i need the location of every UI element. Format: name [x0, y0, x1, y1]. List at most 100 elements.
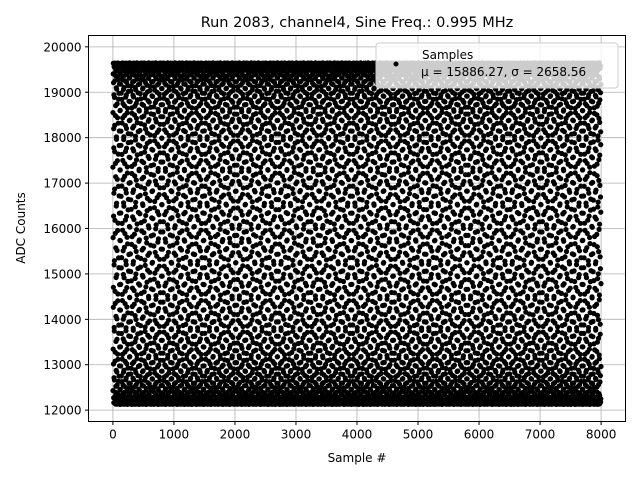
data-point — [390, 315, 397, 321]
data-point — [382, 172, 388, 178]
data-point — [275, 333, 281, 339]
data-point — [352, 203, 358, 209]
data-point — [367, 166, 373, 172]
data-point — [133, 271, 139, 277]
data-point — [224, 246, 230, 252]
data-point — [290, 213, 297, 219]
data-point — [192, 333, 198, 339]
data-point — [127, 333, 134, 340]
data-point — [369, 264, 375, 270]
data-point — [281, 336, 287, 342]
data-point — [216, 335, 223, 341]
data-point — [114, 272, 120, 278]
data-point — [355, 346, 361, 352]
data-point — [114, 176, 120, 182]
data-point — [391, 290, 398, 296]
data-point — [363, 244, 369, 250]
data-point — [307, 135, 313, 141]
data-point — [231, 277, 237, 283]
data-point — [282, 297, 288, 303]
data-point — [211, 99, 217, 105]
data-point — [401, 347, 407, 353]
data-point — [355, 284, 361, 291]
data-point — [153, 222, 159, 228]
data-point — [204, 367, 210, 373]
data-point — [265, 307, 271, 313]
data-point — [401, 163, 407, 169]
data-point — [169, 215, 175, 221]
data-point — [332, 297, 338, 303]
data-point — [185, 275, 192, 281]
data-point — [114, 86, 120, 92]
data-point — [173, 332, 179, 338]
data-point — [172, 355, 178, 361]
data-point — [115, 291, 121, 297]
data-point — [304, 323, 310, 329]
data-point — [407, 262, 413, 268]
data-point — [364, 204, 370, 210]
data-point — [198, 297, 204, 304]
data-point — [246, 168, 252, 174]
data-point — [176, 324, 182, 330]
data-point — [233, 215, 239, 221]
data-point — [317, 215, 323, 221]
data-point — [198, 351, 204, 357]
data-point — [362, 187, 368, 193]
data-point — [153, 153, 159, 159]
data-point — [147, 205, 153, 212]
data-point — [197, 248, 204, 254]
data-point — [225, 324, 232, 330]
data-point — [381, 188, 387, 194]
data-point — [378, 198, 384, 204]
data-point — [404, 196, 410, 202]
data-point — [281, 177, 287, 183]
data-point — [147, 366, 153, 372]
data-point — [322, 305, 329, 311]
data-point — [111, 213, 117, 219]
data-point — [208, 105, 214, 112]
data-point — [118, 363, 124, 369]
data-point — [224, 229, 230, 235]
data-point — [239, 212, 245, 218]
data-point — [216, 137, 222, 143]
data-point — [281, 271, 287, 277]
data-point — [128, 197, 134, 203]
data-point — [160, 299, 166, 305]
data-point — [284, 166, 290, 173]
data-point — [128, 88, 134, 94]
data-point — [137, 323, 144, 329]
data-point — [387, 305, 393, 311]
data-point — [151, 276, 157, 282]
data-point — [349, 128, 355, 134]
data-point — [183, 321, 189, 327]
data-point — [372, 245, 378, 251]
data-point — [189, 170, 195, 177]
data-point — [323, 191, 329, 197]
data-point — [124, 304, 130, 310]
data-point — [197, 271, 203, 278]
data-point — [198, 177, 204, 183]
data-point — [195, 377, 201, 383]
data-point — [258, 213, 264, 219]
data-point — [157, 329, 163, 335]
data-point — [410, 351, 416, 357]
data-point — [307, 246, 313, 252]
data-point — [208, 385, 214, 391]
data-point — [252, 214, 258, 220]
data-point — [134, 221, 140, 227]
data-point — [141, 218, 147, 224]
data-point — [281, 157, 287, 163]
data-point — [401, 111, 407, 117]
data-point — [128, 278, 134, 284]
data-point — [349, 307, 355, 313]
data-point — [124, 346, 130, 352]
data-point — [247, 266, 253, 272]
data-point — [142, 149, 148, 155]
data-point — [346, 158, 352, 164]
data-point — [409, 369, 415, 375]
data-point — [400, 360, 406, 366]
data-point — [159, 246, 166, 252]
data-point — [208, 110, 214, 116]
data-point — [275, 251, 281, 257]
data-point — [185, 367, 191, 373]
